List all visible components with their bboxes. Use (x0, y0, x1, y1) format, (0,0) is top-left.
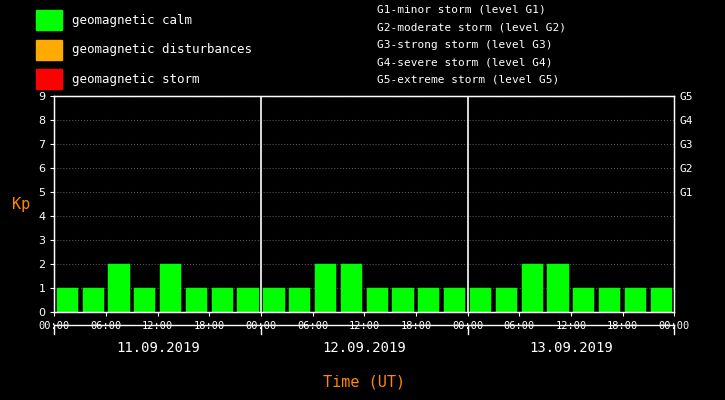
Y-axis label: Kp: Kp (12, 196, 30, 212)
Text: geomagnetic storm: geomagnetic storm (72, 73, 200, 86)
Bar (599, 288, 621, 312)
Bar (496, 288, 517, 312)
Text: G3-strong storm (level G3): G3-strong storm (level G3) (377, 40, 552, 50)
Bar (36, 40, 62, 60)
Bar (238, 288, 259, 312)
Text: 12.09.2019: 12.09.2019 (323, 341, 406, 355)
Bar (625, 288, 646, 312)
Bar (547, 264, 568, 312)
Bar (108, 264, 130, 312)
Text: G2-moderate storm (level G2): G2-moderate storm (level G2) (377, 22, 566, 32)
Bar (315, 264, 336, 312)
Bar (212, 288, 233, 312)
Text: 11.09.2019: 11.09.2019 (116, 341, 199, 355)
Text: 13.09.2019: 13.09.2019 (529, 341, 613, 355)
Bar (418, 288, 439, 312)
Bar (36, 10, 62, 30)
Bar (444, 288, 465, 312)
Text: geomagnetic calm: geomagnetic calm (72, 14, 193, 27)
Text: geomagnetic disturbances: geomagnetic disturbances (72, 43, 252, 56)
Bar (573, 288, 594, 312)
Text: G4-severe storm (level G4): G4-severe storm (level G4) (377, 57, 552, 67)
Bar (392, 288, 414, 312)
Text: G1-minor storm (level G1): G1-minor storm (level G1) (377, 5, 546, 15)
Bar (367, 288, 388, 312)
Bar (289, 288, 310, 312)
Bar (651, 288, 672, 312)
Bar (134, 288, 155, 312)
Text: Time (UT): Time (UT) (323, 374, 405, 390)
Bar (83, 288, 104, 312)
Bar (160, 264, 181, 312)
Bar (341, 264, 362, 312)
Text: G5-extreme storm (level G5): G5-extreme storm (level G5) (377, 74, 559, 84)
Bar (36, 69, 62, 89)
Bar (186, 288, 207, 312)
Bar (470, 288, 491, 312)
Bar (263, 288, 284, 312)
Bar (57, 288, 78, 312)
Bar (521, 264, 543, 312)
